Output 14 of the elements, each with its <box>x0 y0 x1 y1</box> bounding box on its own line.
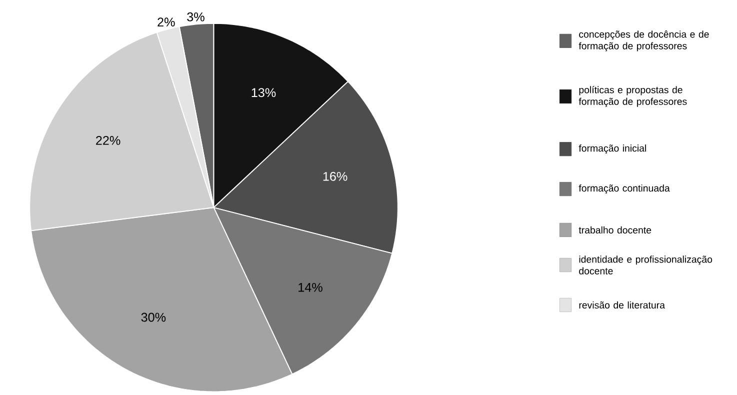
data-label: 30% <box>141 312 166 322</box>
data-label: 14% <box>298 283 322 292</box>
data-label: 13% <box>252 88 276 98</box>
legend-label: trabalho docente <box>578 226 652 234</box>
data-label: 2% <box>158 18 175 27</box>
data-label: 16% <box>323 172 348 182</box>
data-label: 22% <box>96 136 120 146</box>
legend-label: políticas e propostas de formação de professores <box>578 86 687 108</box>
data-label: 3% <box>187 12 204 22</box>
legend-label: formação inicial <box>578 144 646 154</box>
legend-label: revisão de literatura <box>579 302 665 309</box>
legend-label: formação continuada <box>578 184 670 194</box>
legend-label: identidade e profissionalização docente <box>579 256 712 275</box>
legend-label: concepções de docência e de formação de professores <box>578 30 709 52</box>
